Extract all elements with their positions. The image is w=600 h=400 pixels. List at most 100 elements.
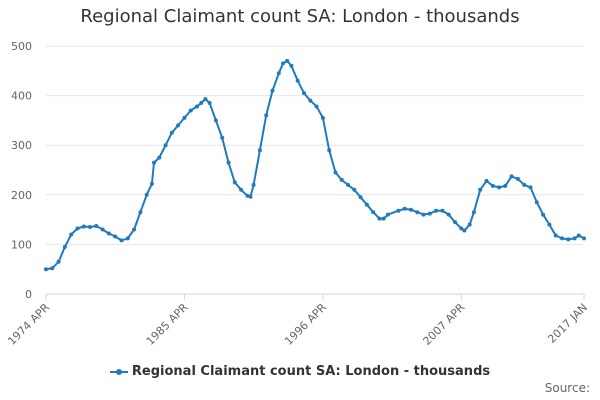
data-point (176, 123, 181, 128)
y-tick-label: 200 (11, 189, 32, 202)
data-point (497, 185, 502, 190)
data-point (285, 58, 290, 63)
data-point (245, 193, 250, 198)
data-point (169, 130, 174, 135)
data-point (402, 206, 407, 211)
data-point (553, 233, 558, 238)
data-point (327, 148, 332, 153)
data-point (427, 211, 432, 216)
x-tick-label: 1985 APR (144, 301, 191, 348)
y-tick-label: 0 (25, 288, 32, 301)
data-point (149, 181, 154, 186)
data-point (199, 101, 204, 105)
x-tick-label: 1996 APR (282, 301, 329, 348)
data-point (75, 226, 80, 231)
data-point (276, 71, 281, 76)
data-point (358, 195, 363, 200)
data-point (232, 180, 237, 185)
data-point (257, 148, 262, 153)
data-point (195, 104, 199, 109)
data-point (106, 231, 111, 236)
chart-title: Regional Claimant count SA: London - tho… (80, 6, 520, 27)
data-point (572, 236, 577, 241)
data-point (248, 194, 253, 199)
data-point (440, 208, 445, 213)
data-point (264, 113, 269, 118)
legend-series-marker (109, 367, 128, 377)
data-point (270, 88, 275, 93)
y-tick-label: 100 (11, 238, 32, 251)
data-point (381, 216, 386, 221)
data-point (462, 228, 467, 233)
data-point (528, 185, 533, 190)
data-point (421, 212, 426, 217)
data-point (81, 224, 86, 229)
data-point (471, 210, 476, 215)
data-point (453, 220, 457, 225)
data-point (459, 226, 464, 231)
data-point (163, 143, 168, 148)
data-point (434, 208, 439, 213)
data-point (56, 259, 61, 264)
data-point (541, 212, 546, 217)
data-point (88, 225, 92, 229)
data-point (119, 238, 124, 243)
legend-series-label: Regional Claimant count SA: London - tho… (131, 364, 491, 379)
data-point (188, 108, 193, 113)
x-tick-label: 1974 APR (5, 301, 52, 348)
data-point (251, 182, 256, 187)
legend[interactable]: Regional Claimant count SA: London - tho… (0, 364, 600, 379)
data-point (239, 187, 244, 192)
data-point (377, 216, 382, 221)
y-tick-label: 500 (11, 40, 32, 53)
data-point (352, 187, 357, 192)
data-point (220, 135, 225, 140)
data-point (560, 236, 564, 241)
data-point (289, 63, 294, 68)
data-point (522, 182, 527, 187)
data-point (364, 202, 369, 207)
data-point (566, 237, 571, 242)
data-point (281, 61, 285, 66)
data-point (152, 160, 156, 165)
data-point (490, 183, 495, 188)
data-point (100, 227, 105, 232)
data-point (157, 155, 162, 160)
data-point (509, 174, 514, 179)
data-point (371, 210, 376, 215)
data-point (182, 115, 187, 120)
data-point (446, 212, 451, 217)
data-point (132, 227, 137, 232)
data-point (226, 160, 231, 165)
y-tick-label: 300 (11, 139, 32, 152)
data-point (295, 78, 300, 83)
data-point (415, 210, 420, 215)
data-point (582, 236, 586, 241)
data-point (515, 176, 520, 181)
data-point (484, 178, 489, 183)
data-point (314, 104, 319, 109)
data-point (576, 233, 581, 238)
data-point (125, 236, 130, 241)
data-point (339, 177, 344, 182)
data-point (50, 266, 55, 271)
y-tick-label: 400 (11, 90, 32, 103)
data-point (478, 187, 483, 192)
data-point (534, 200, 539, 205)
data-point (144, 192, 149, 197)
data-point (69, 232, 74, 237)
data-point (308, 98, 313, 103)
data-point (467, 222, 472, 227)
data-point (547, 222, 552, 227)
data-point (409, 207, 413, 212)
data-point (62, 244, 67, 249)
x-tick-label: 2017 JAN (545, 301, 590, 346)
x-tick-label: 2007 APR (421, 301, 468, 348)
data-point (302, 91, 306, 96)
data-point (503, 183, 508, 188)
data-point (333, 170, 338, 175)
data-point (113, 234, 118, 239)
data-point (207, 101, 212, 105)
data-point (213, 118, 218, 123)
